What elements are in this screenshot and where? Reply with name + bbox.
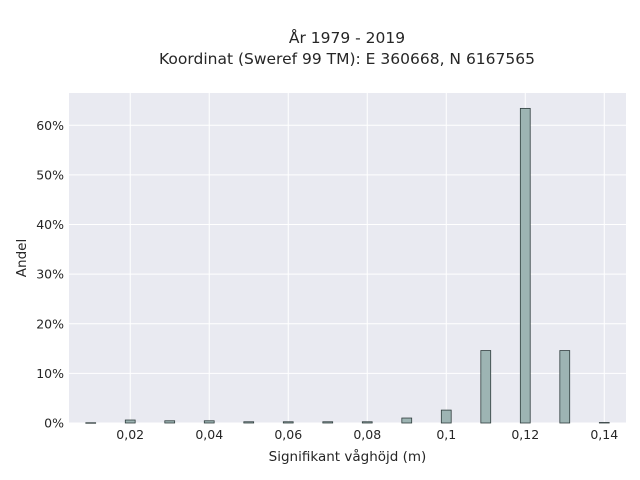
bar — [440, 409, 452, 424]
y-tick-label: 10% — [36, 366, 64, 381]
y-tick-labels: 0% 10% 20% 30% 40% 50% 60% — [36, 118, 64, 431]
bar — [598, 422, 610, 424]
x-tick-label: 0,04 — [195, 427, 223, 442]
bar — [243, 421, 255, 424]
bar — [322, 421, 334, 424]
x-tick-label: 0,14 — [590, 427, 618, 442]
bar — [519, 107, 531, 424]
bar — [401, 417, 413, 424]
chart-subtitle: Koordinat (Sweref 99 TM): E 360668, N 61… — [159, 50, 535, 68]
bar — [361, 421, 373, 424]
plot-area — [69, 93, 626, 423]
bar — [124, 419, 136, 424]
x-axis-label: Signifikant våghöjd (m) — [269, 448, 427, 465]
chart-title: År 1979 - 2019 — [288, 29, 406, 47]
bar — [164, 420, 176, 424]
y-tick-label: 50% — [36, 167, 64, 182]
bar — [85, 422, 97, 424]
x-tick-label: 0,06 — [274, 427, 302, 442]
y-tick-label: 30% — [36, 267, 64, 282]
y-tick-label: 20% — [36, 316, 64, 331]
x-tick-labels: 0,02 0,04 0,06 0,08 0,1 0,12 0,14 — [116, 427, 618, 442]
bar — [480, 350, 492, 424]
y-axis-label: Andel — [14, 239, 30, 277]
x-tick-label: 0,02 — [116, 427, 144, 442]
grid-lines — [69, 93, 626, 424]
x-tick-label: 0,08 — [353, 427, 381, 442]
bar — [282, 421, 294, 424]
bars — [85, 107, 610, 424]
y-tick-label: 40% — [36, 217, 64, 232]
bar — [203, 420, 215, 424]
y-tick-label: 0% — [44, 416, 64, 431]
x-tick-label: 0,1 — [436, 427, 456, 442]
y-tick-label: 60% — [36, 118, 64, 133]
x-tick-label: 0,12 — [511, 427, 539, 442]
bar — [559, 350, 571, 424]
